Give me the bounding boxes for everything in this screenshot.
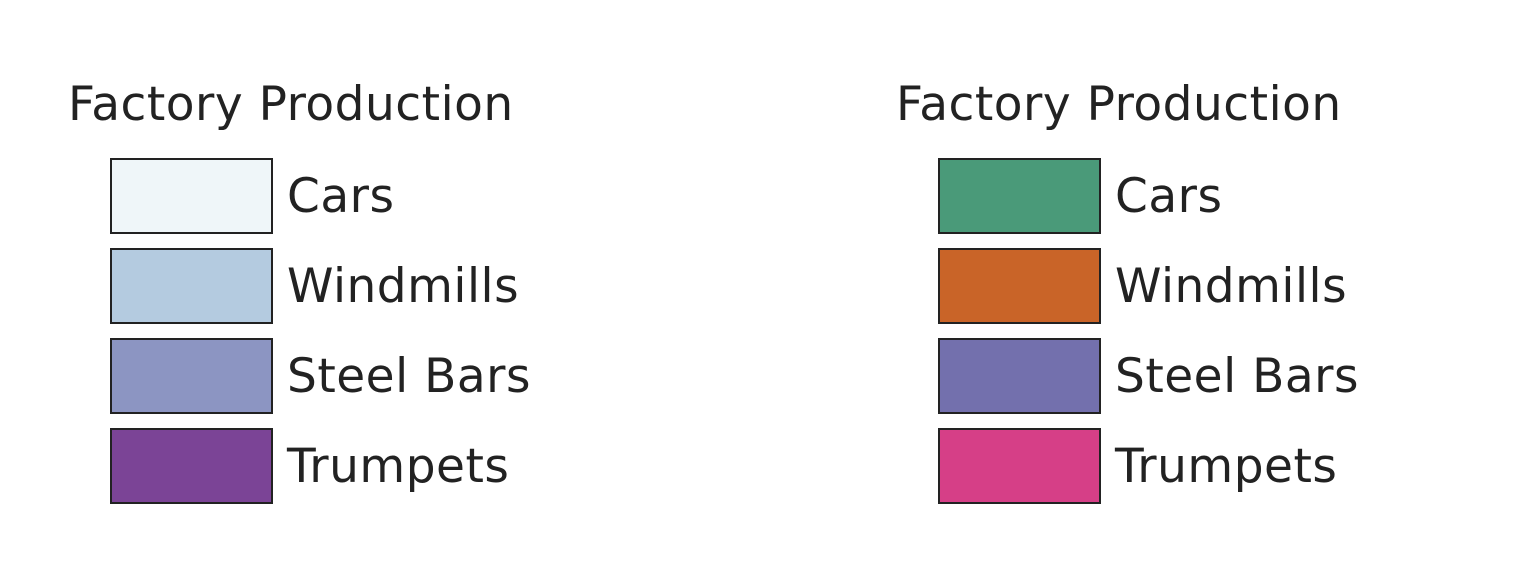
legend-item-cars: Cars <box>110 156 531 236</box>
legend-sequential: Factory Production Cars Windmills Steel … <box>68 76 531 506</box>
legend-label: Steel Bars <box>287 348 531 404</box>
legend-label: Steel Bars <box>1115 348 1359 404</box>
legend-qualitative: Factory Production Cars Windmills Steel … <box>896 76 1359 506</box>
legend-label: Windmills <box>1115 258 1348 314</box>
legend-item-trumpets: Trumpets <box>110 426 531 506</box>
legend-item-cars: Cars <box>938 156 1359 236</box>
color-swatch <box>110 428 273 504</box>
color-swatch <box>110 248 273 324</box>
legend-item-windmills: Windmills <box>110 246 531 326</box>
legend-item-steel-bars: Steel Bars <box>110 336 531 416</box>
legend-item-windmills: Windmills <box>938 246 1359 326</box>
legend-label: Windmills <box>287 258 520 314</box>
legend-item-list: Cars Windmills Steel Bars Trumpets <box>938 156 1359 506</box>
legend-label: Trumpets <box>287 438 510 494</box>
legend-label: Trumpets <box>1115 438 1338 494</box>
legend-title: Factory Production <box>68 77 514 132</box>
color-swatch <box>938 158 1101 234</box>
color-swatch <box>938 248 1101 324</box>
color-swatch <box>110 158 273 234</box>
legend-item-steel-bars: Steel Bars <box>938 336 1359 416</box>
legend-title: Factory Production <box>896 77 1342 132</box>
legend-label: Cars <box>287 168 395 224</box>
legend-item-trumpets: Trumpets <box>938 426 1359 506</box>
legend-item-list: Cars Windmills Steel Bars Trumpets <box>110 156 531 506</box>
color-swatch <box>938 338 1101 414</box>
legend-label: Cars <box>1115 168 1223 224</box>
color-swatch <box>110 338 273 414</box>
color-swatch <box>938 428 1101 504</box>
